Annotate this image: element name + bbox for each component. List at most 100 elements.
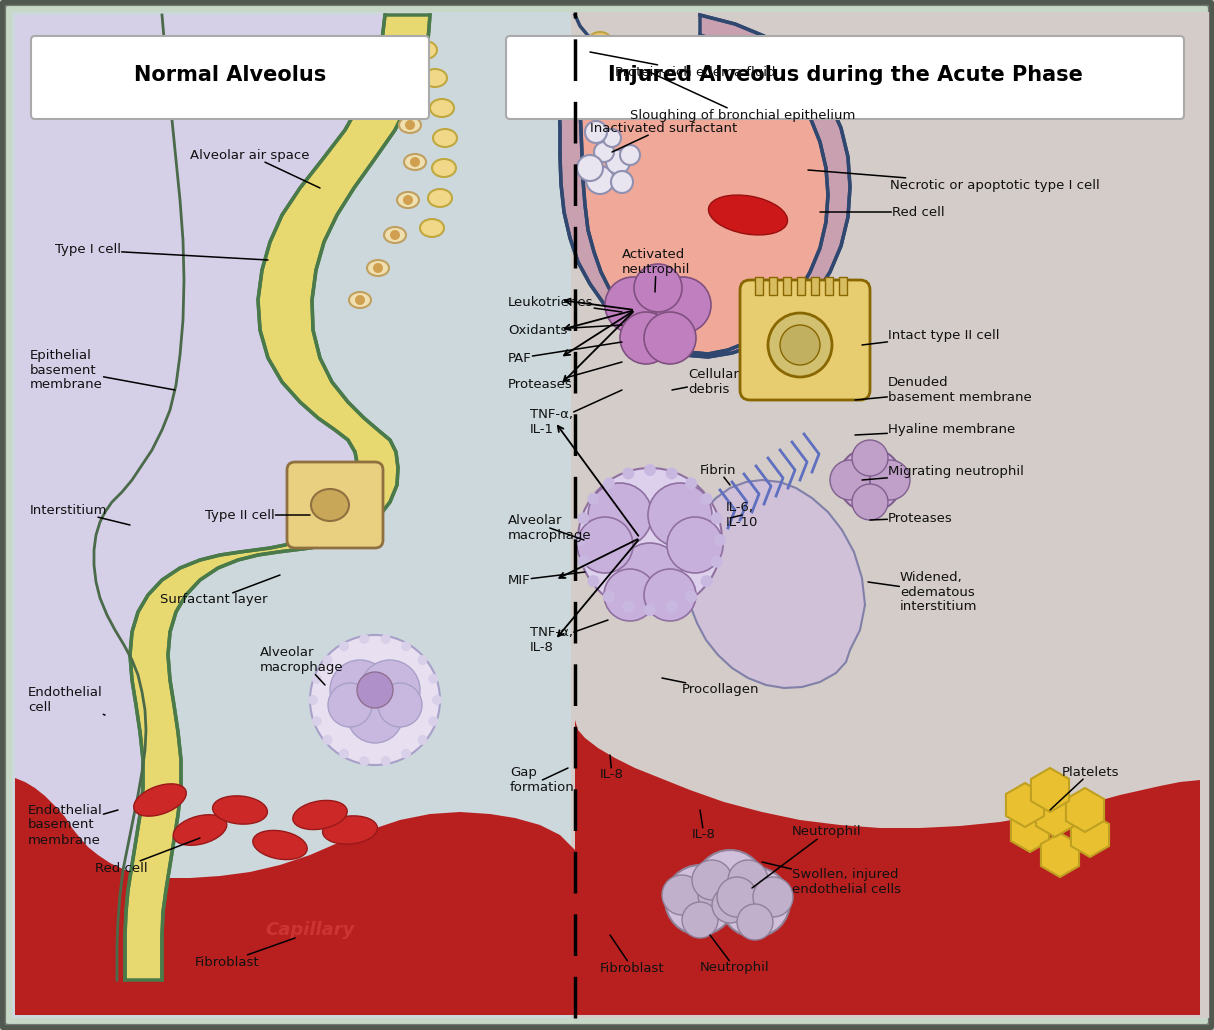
Circle shape bbox=[586, 166, 614, 194]
Circle shape bbox=[577, 517, 632, 573]
Circle shape bbox=[717, 877, 758, 917]
Ellipse shape bbox=[397, 192, 419, 208]
Circle shape bbox=[692, 860, 732, 900]
Circle shape bbox=[578, 555, 590, 568]
Ellipse shape bbox=[709, 195, 788, 235]
Ellipse shape bbox=[311, 489, 348, 521]
Circle shape bbox=[666, 517, 724, 573]
Text: Denuded
basement membrane: Denuded basement membrane bbox=[855, 376, 1032, 404]
Text: Alveolar
macrophage: Alveolar macrophage bbox=[507, 514, 591, 542]
Text: TNF-α,
IL-1: TNF-α, IL-1 bbox=[531, 390, 622, 436]
Text: Endothelial
basement
membrane: Endothelial basement membrane bbox=[28, 803, 118, 847]
Text: Procollagen: Procollagen bbox=[662, 678, 760, 696]
Text: Interstitium: Interstitium bbox=[30, 504, 130, 525]
Circle shape bbox=[381, 633, 391, 644]
Ellipse shape bbox=[404, 154, 426, 170]
Circle shape bbox=[323, 734, 333, 745]
Circle shape bbox=[347, 687, 403, 743]
Text: Cellular
debris: Cellular debris bbox=[673, 368, 739, 396]
Bar bbox=[571, 12, 1210, 1018]
Circle shape bbox=[643, 569, 696, 621]
Ellipse shape bbox=[668, 70, 692, 90]
Bar bbox=[811, 277, 819, 295]
Text: IL-6,
IL-10: IL-6, IL-10 bbox=[726, 501, 759, 529]
Circle shape bbox=[656, 277, 711, 333]
Circle shape bbox=[648, 483, 711, 547]
Text: IL-8: IL-8 bbox=[600, 755, 624, 782]
Text: PAF: PAF bbox=[507, 342, 622, 365]
Ellipse shape bbox=[429, 188, 452, 207]
Circle shape bbox=[643, 312, 696, 364]
Circle shape bbox=[618, 543, 682, 607]
Circle shape bbox=[401, 642, 412, 651]
FancyBboxPatch shape bbox=[741, 280, 870, 400]
Bar bbox=[783, 277, 792, 295]
Circle shape bbox=[643, 604, 656, 616]
Text: Necrotic or apoptotic type I cell: Necrotic or apoptotic type I cell bbox=[809, 170, 1100, 192]
Polygon shape bbox=[685, 480, 866, 688]
Text: Swollen, injured
endothelial cells: Swollen, injured endothelial cells bbox=[762, 862, 901, 896]
Circle shape bbox=[605, 277, 660, 333]
Bar bbox=[12, 12, 571, 1018]
Circle shape bbox=[838, 448, 902, 512]
Polygon shape bbox=[15, 15, 385, 980]
Circle shape bbox=[781, 325, 819, 365]
Circle shape bbox=[588, 575, 600, 587]
Circle shape bbox=[574, 534, 586, 546]
Ellipse shape bbox=[174, 815, 227, 846]
Text: IL-8: IL-8 bbox=[692, 810, 716, 842]
Circle shape bbox=[694, 850, 765, 920]
Text: Fibroblast: Fibroblast bbox=[195, 938, 295, 968]
Text: Alveolar air space: Alveolar air space bbox=[191, 148, 320, 188]
Text: Fibrin: Fibrin bbox=[700, 464, 737, 485]
Polygon shape bbox=[575, 720, 1199, 1015]
Text: Inactivated surfactant: Inactivated surfactant bbox=[590, 122, 737, 152]
Circle shape bbox=[720, 867, 790, 937]
Text: Proteases: Proteases bbox=[870, 512, 953, 524]
Circle shape bbox=[405, 121, 415, 130]
Circle shape bbox=[870, 460, 910, 500]
Circle shape bbox=[429, 674, 438, 684]
Text: TNF-α,
IL-8: TNF-α, IL-8 bbox=[531, 620, 608, 654]
Circle shape bbox=[401, 749, 412, 759]
Text: Red cell: Red cell bbox=[95, 838, 200, 874]
FancyBboxPatch shape bbox=[32, 36, 429, 119]
Circle shape bbox=[308, 695, 318, 705]
Ellipse shape bbox=[399, 117, 421, 133]
FancyBboxPatch shape bbox=[4, 4, 1210, 1026]
FancyBboxPatch shape bbox=[506, 36, 1184, 119]
Circle shape bbox=[359, 756, 369, 766]
Text: Epithelial
basement
membrane: Epithelial basement membrane bbox=[30, 348, 175, 391]
Circle shape bbox=[312, 674, 322, 684]
Circle shape bbox=[710, 555, 722, 568]
Ellipse shape bbox=[432, 159, 456, 177]
Circle shape bbox=[620, 145, 640, 165]
Text: Capillary: Capillary bbox=[266, 921, 354, 939]
Circle shape bbox=[737, 904, 773, 940]
Ellipse shape bbox=[134, 784, 186, 816]
Circle shape bbox=[585, 121, 607, 143]
Circle shape bbox=[378, 683, 422, 727]
Text: Type II cell: Type II cell bbox=[205, 509, 310, 521]
Ellipse shape bbox=[323, 816, 378, 845]
Text: Endothelial
cell: Endothelial cell bbox=[28, 686, 104, 715]
Circle shape bbox=[714, 534, 726, 546]
Bar bbox=[768, 277, 777, 295]
Ellipse shape bbox=[293, 800, 347, 829]
Text: Injured Alveolus during the Acute Phase: Injured Alveolus during the Acute Phase bbox=[607, 65, 1083, 85]
Circle shape bbox=[620, 312, 673, 364]
Circle shape bbox=[339, 642, 348, 651]
Circle shape bbox=[662, 876, 702, 915]
Circle shape bbox=[606, 150, 630, 174]
Circle shape bbox=[328, 683, 371, 727]
Text: Type I cell: Type I cell bbox=[55, 243, 268, 260]
Ellipse shape bbox=[413, 41, 437, 59]
Polygon shape bbox=[125, 15, 430, 980]
Circle shape bbox=[354, 295, 365, 305]
Polygon shape bbox=[558, 15, 850, 357]
Circle shape bbox=[665, 468, 677, 479]
Circle shape bbox=[418, 655, 427, 665]
Circle shape bbox=[429, 716, 438, 726]
FancyBboxPatch shape bbox=[287, 462, 382, 548]
Text: Leukotrienes: Leukotrienes bbox=[507, 296, 622, 312]
